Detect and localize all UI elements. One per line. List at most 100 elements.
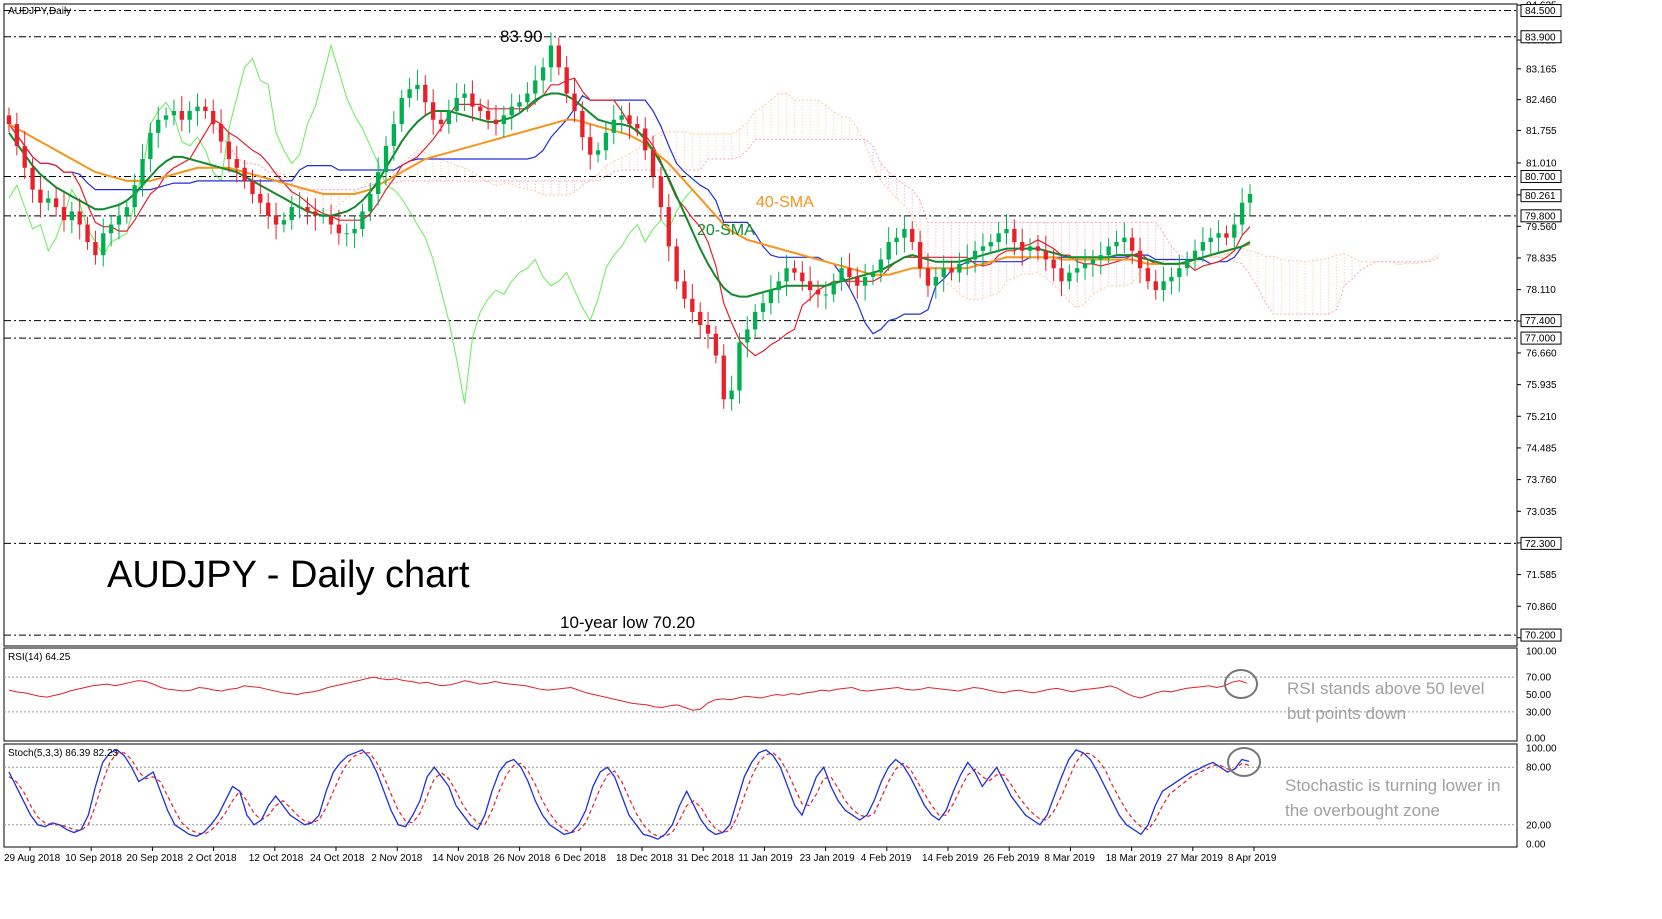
candle-81	[643, 117, 648, 160]
candle-119	[941, 255, 946, 292]
candle-body-4	[38, 189, 43, 203]
candle-body-104	[823, 294, 829, 296]
candle-90	[713, 325, 719, 364]
candle-145	[1145, 260, 1151, 290]
candle-body-86	[682, 281, 687, 299]
candle-body-49	[391, 124, 397, 146]
candle-body-74	[588, 137, 593, 155]
candle-body-35	[281, 220, 287, 225]
candle-54	[430, 89, 436, 135]
price-tick-label-8: 78.835	[1526, 253, 1557, 264]
date-label-1: 10 Sep 2018	[65, 853, 122, 864]
level-label-3: 80.261	[1525, 191, 1556, 202]
candle-body-51	[407, 89, 412, 98]
candle-102	[807, 266, 813, 302]
candle-29	[234, 145, 239, 183]
candle-131	[1035, 235, 1041, 261]
candle-107	[847, 253, 852, 289]
candle-77	[611, 104, 616, 145]
rsi-label: RSI(14) 64.25	[8, 652, 71, 663]
candle-body-26	[211, 111, 216, 125]
date-label-20: 8 Apr 2019	[1228, 853, 1277, 864]
candle-45	[360, 203, 365, 237]
candle-53	[423, 75, 428, 116]
rsi-tick-label-3: 30.00	[1526, 707, 1551, 718]
candle-158	[1247, 184, 1253, 216]
candle-6	[53, 186, 59, 217]
candle-body-130	[1027, 246, 1033, 251]
candle-body-99	[784, 268, 789, 282]
candle-body-14	[116, 215, 122, 225]
candle-body-31	[250, 180, 255, 194]
candle-140	[1106, 238, 1111, 263]
candle-body-58	[462, 93, 467, 98]
senkou-span-a	[212, 93, 1439, 309]
candle-body-33	[266, 202, 271, 216]
candle-59	[470, 80, 475, 122]
candle-body-116	[917, 242, 923, 269]
low-annotation: 10-year low 70.20	[560, 613, 695, 632]
candle-body-13	[108, 224, 114, 234]
candle-body-2	[22, 145, 27, 168]
rsi-line	[8, 676, 1248, 711]
date-label-0: 29 Aug 2018	[4, 853, 61, 864]
candle-44	[352, 215, 357, 249]
candle-157	[1239, 187, 1245, 236]
candle-109	[862, 263, 868, 301]
candle-body-27	[218, 124, 224, 142]
candle-7	[61, 192, 67, 232]
candle-body-64	[509, 106, 514, 116]
candle-148	[1169, 267, 1174, 295]
candle-body-100	[792, 268, 797, 273]
candle-body-108	[855, 276, 860, 286]
candle-body-109	[862, 276, 868, 286]
candle-33	[266, 193, 271, 229]
candle-93	[737, 332, 742, 404]
candle-130	[1027, 238, 1033, 259]
candle-body-17	[140, 159, 145, 186]
date-label-3: 2 Oct 2018	[188, 853, 237, 864]
price-tick-label-3: 82.460	[1526, 95, 1557, 106]
candle-68	[540, 57, 546, 94]
candle-28	[226, 131, 232, 173]
candle-116	[917, 230, 923, 278]
price-tick-label-2: 83.165	[1526, 64, 1557, 75]
candle-body-94	[745, 329, 750, 343]
candle-body-46	[368, 193, 373, 212]
price-tick-label-11: 76.660	[1526, 348, 1557, 359]
candle-body-152	[1200, 242, 1206, 251]
chart-title: AUDJPY - Daily chart	[107, 554, 470, 596]
candle-body-119	[941, 268, 946, 277]
date-label-9: 6 Dec 2018	[555, 853, 607, 864]
candle-body-69	[548, 45, 554, 68]
candle-body-93	[737, 342, 742, 391]
stoch-d-line	[8, 752, 1250, 837]
sma40-label: 40-SMA	[756, 194, 814, 211]
candle-41	[328, 204, 334, 235]
candle-87	[690, 283, 695, 324]
candle-72	[572, 78, 577, 123]
level-label-7: 72.300	[1525, 539, 1556, 550]
candle-135	[1067, 264, 1072, 290]
candle-13	[108, 214, 114, 247]
candle-body-65	[517, 102, 522, 107]
date-label-6: 2 Nov 2018	[371, 853, 423, 864]
rsi-tick-label-2: 50.00	[1526, 690, 1551, 701]
candle-83	[658, 166, 664, 221]
candle-body-29	[234, 159, 239, 168]
candle-65	[517, 94, 522, 115]
candle-body-91	[721, 355, 726, 400]
candle-19	[156, 106, 161, 148]
candle-body-143	[1130, 237, 1135, 251]
candle-85	[674, 238, 679, 290]
candle-body-52	[415, 84, 420, 90]
candle-body-60	[478, 106, 483, 111]
rsi-highlight-circle	[1224, 669, 1258, 699]
date-axis: 29 Aug 2018 10 Sep 2018 20 Sep 2018 2 Oct 2…	[4, 847, 1277, 864]
candle-66	[525, 82, 530, 112]
candle-57	[454, 83, 459, 123]
candle-body-138	[1090, 259, 1096, 264]
candle-body-5	[46, 198, 51, 203]
indicator-lines	[8, 43, 1251, 404]
candle-body-131	[1035, 246, 1041, 251]
